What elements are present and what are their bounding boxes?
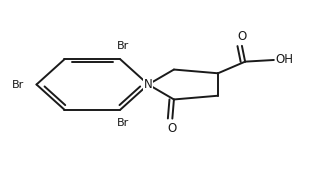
Text: N: N (144, 78, 153, 91)
Text: Br: Br (117, 41, 130, 51)
Text: OH: OH (275, 53, 293, 66)
Text: Br: Br (117, 118, 130, 128)
Text: O: O (168, 122, 177, 135)
Text: Br: Br (12, 79, 24, 90)
Text: O: O (237, 30, 247, 43)
